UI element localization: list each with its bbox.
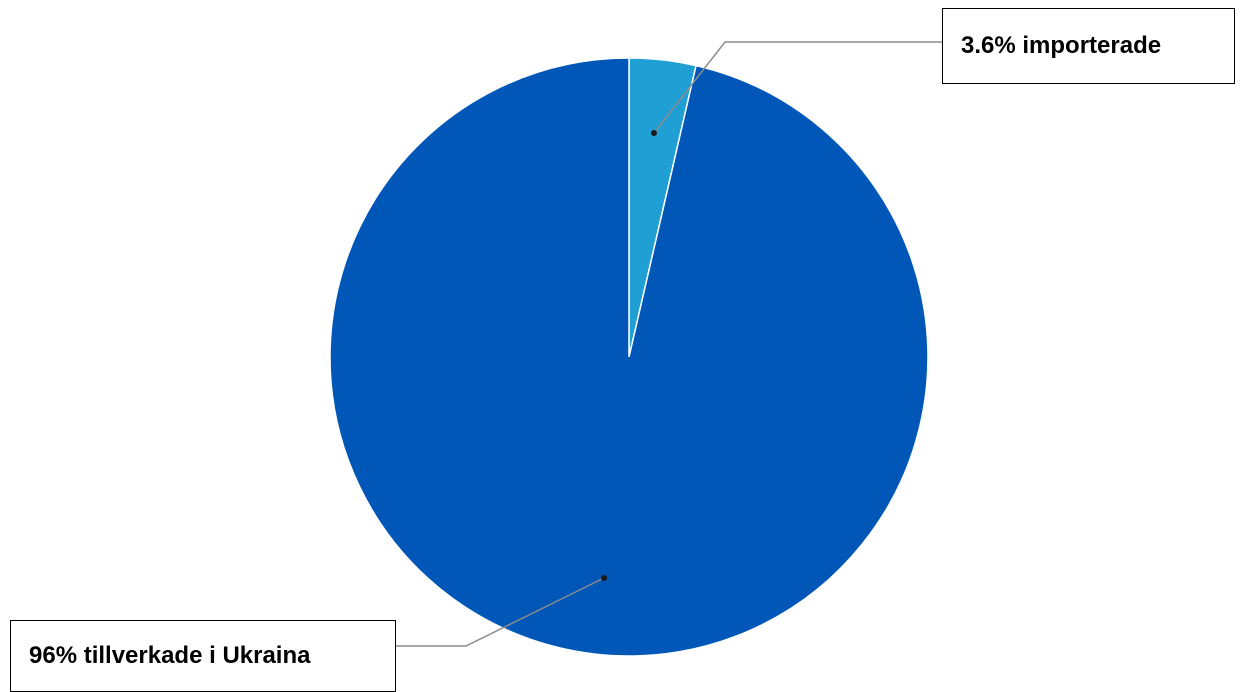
slice-label-domestic: 96% tillverkade i Ukraina — [10, 620, 396, 692]
leader-line-domestic — [396, 577, 605, 647]
leader-lines — [396, 41, 942, 647]
pie-slice-domestic — [329, 57, 929, 657]
leader-line-imported-anchor-dot — [651, 130, 657, 136]
slice-label-imported: 3.6% importerade — [942, 8, 1235, 84]
leader-line-domestic-anchor-dot — [601, 575, 607, 581]
leader-line-imported — [653, 41, 942, 134]
pie-slices — [329, 57, 929, 657]
